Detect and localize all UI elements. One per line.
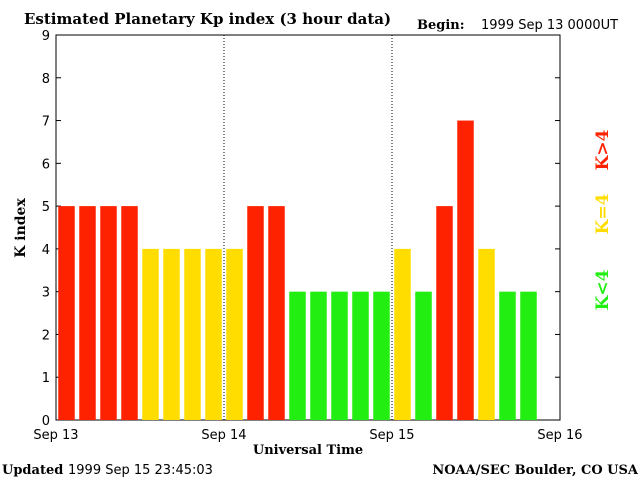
kp-bar	[58, 206, 75, 420]
begin-value: 1999 Sep 13 0000UT	[481, 18, 618, 33]
kp-bar	[352, 291, 369, 420]
kp-bar	[415, 291, 432, 420]
kp-bar	[205, 248, 222, 420]
kp-bar	[520, 291, 537, 420]
kp-bar	[436, 206, 453, 420]
chart-title: Estimated Planetary Kp index (3 hour dat…	[24, 10, 391, 28]
legend-item: K>4	[593, 129, 613, 170]
plot-frame	[55, 34, 561, 421]
y-tick-label: 4	[42, 243, 50, 258]
kp-bar	[142, 248, 159, 420]
kp-bar	[100, 206, 117, 420]
y-tick-label: 7	[42, 115, 50, 130]
kp-bar	[79, 206, 96, 420]
kp-bar	[457, 120, 474, 421]
kp-bar	[499, 291, 516, 420]
y-tick-label: 9	[42, 29, 50, 44]
y-tick-label: 3	[42, 286, 50, 301]
x-tick-label: Sep 14	[201, 428, 246, 443]
begin-label: Begin:	[417, 18, 465, 33]
updated-label: Updated	[2, 463, 63, 478]
kp-bar	[289, 291, 306, 420]
kp-bar	[268, 206, 285, 420]
kp-bar	[478, 248, 495, 420]
kp-bar	[247, 206, 264, 420]
legend-item: K=4	[593, 193, 613, 234]
x-tick-label: Sep 16	[537, 428, 582, 443]
kp-bar	[394, 248, 411, 420]
source-credit: NOAA/SEC Boulder, CO USA	[432, 463, 639, 478]
updated-value: 1999 Sep 15 23:45:03	[68, 463, 213, 478]
x-axis-label: Universal Time	[253, 443, 363, 458]
legend: K>4 K=4 K<4	[593, 129, 613, 310]
x-tick-label: Sep 15	[369, 428, 414, 443]
plot-area: 0 1 2 3 4 5 6 7 8 9 Sep 13 Sep 14 Sep 15 Sep 16	[33, 29, 582, 443]
kp-bar	[121, 206, 138, 420]
kp-bar	[184, 248, 201, 420]
y-tick-label: 2	[42, 328, 50, 343]
legend-item: K<4	[593, 269, 613, 310]
kp-bar	[373, 291, 390, 420]
y-tick-label: 0	[42, 414, 50, 429]
kp-bar	[226, 248, 243, 420]
kp-bar	[163, 248, 180, 420]
kp-bar	[331, 291, 348, 420]
x-tick-label: Sep 13	[33, 428, 78, 443]
y-tick-label: 5	[42, 200, 50, 215]
y-axis-label: K index	[13, 198, 29, 258]
kp-bar	[310, 291, 327, 420]
y-tick-label: 1	[42, 371, 50, 386]
y-tick-label: 6	[42, 157, 50, 172]
y-tick-label: 8	[42, 72, 50, 87]
